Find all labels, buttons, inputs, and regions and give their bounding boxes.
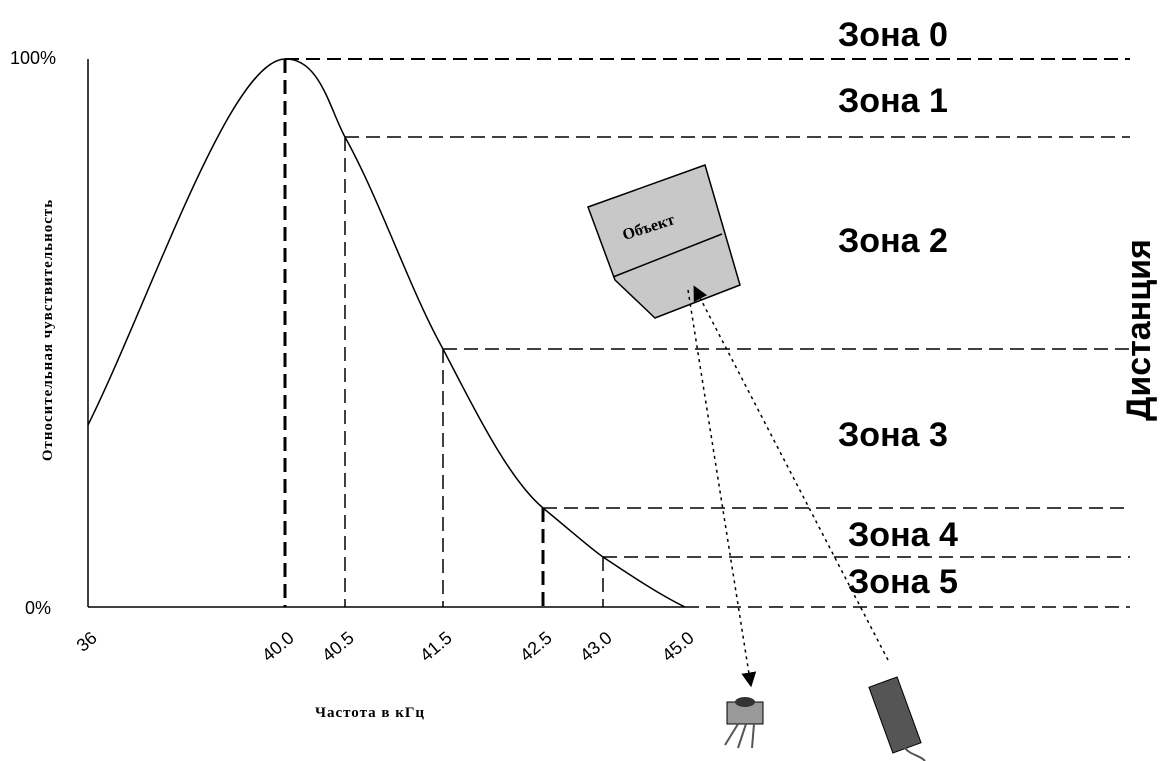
x-tick-label: 36 — [73, 628, 101, 656]
receiver — [724, 697, 764, 749]
x-tick-label: 42.5 — [516, 628, 556, 666]
zone-label: Зона 5 — [848, 563, 958, 601]
signal-arrow — [687, 289, 757, 688]
y-tick-label: 0% — [25, 598, 51, 618]
zone-label: Зона 1 — [838, 82, 948, 120]
emitter — [868, 676, 926, 761]
y-axis-title: Относительная чувствительность — [40, 199, 56, 461]
y-tick-label: 100% — [10, 48, 56, 68]
x-axis-title: Частота в кГц — [315, 705, 425, 721]
zone-label: Зона 0 — [838, 16, 948, 54]
distance-label: Дистанция — [1120, 239, 1158, 421]
zone-label: Зона 2 — [838, 222, 948, 260]
zone-label: Зона 3 — [838, 416, 948, 454]
x-tick-label: 45.0 — [658, 628, 698, 666]
x-tick-label: 40.0 — [258, 628, 298, 666]
zone-label: Зона 4 — [848, 516, 958, 554]
object-box: Объект — [587, 164, 741, 319]
x-tick-label: 43.0 — [576, 628, 616, 666]
x-tick-label: 41.5 — [416, 628, 456, 666]
sensitivity-curve — [87, 58, 686, 608]
zone-lines — [283, 58, 1130, 608]
signal-arrow — [693, 285, 889, 661]
x-tick-label: 40.5 — [318, 628, 358, 666]
